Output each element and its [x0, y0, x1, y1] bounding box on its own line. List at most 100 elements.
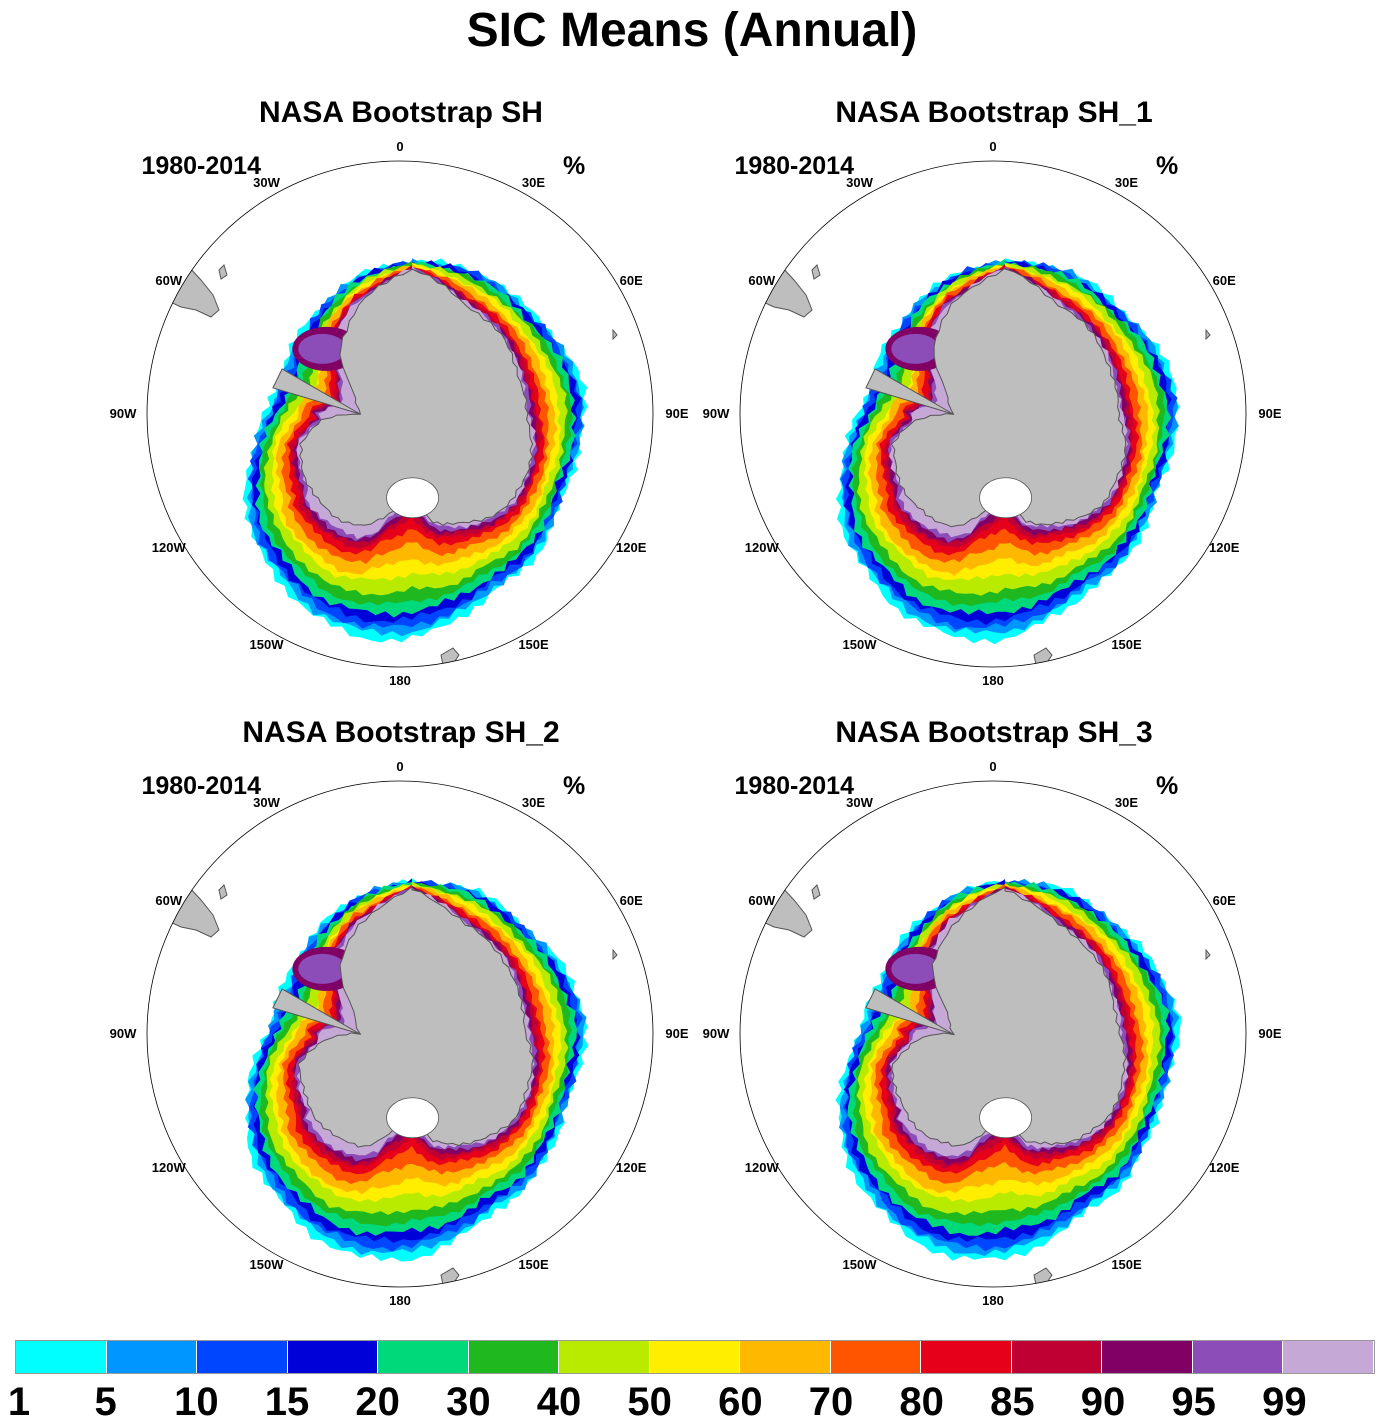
period-label: 1980-2014 [141, 152, 261, 180]
colorbar-box [559, 1341, 650, 1373]
colorbar-box [649, 1341, 741, 1373]
antarctic-peninsula [272, 368, 361, 415]
polar-map [146, 160, 654, 668]
map-boundary-circle [739, 780, 1247, 1288]
colorbar-box [378, 1341, 469, 1373]
falklands-land [811, 264, 821, 280]
longitude-label: 150W [249, 637, 284, 653]
weddell-sea-99-zone [298, 953, 347, 984]
longitude-label: 120W [151, 539, 186, 555]
map-panel-4: NASA Bootstrap SH_3 1980-2014% 0 30E 60E 90E 1… [694, 715, 1294, 1315]
colorbar-label: 10 [174, 1380, 219, 1424]
ross-ice-shelf [386, 477, 439, 519]
longitude-label: 90E [665, 1026, 689, 1041]
colorbar-label: 40 [536, 1380, 582, 1424]
colorbar [15, 1340, 1375, 1374]
colorbar-label: 99 [1262, 1380, 1307, 1424]
longitude-label: 150E [1111, 1257, 1142, 1273]
longitude-label: 60E [1212, 892, 1236, 908]
polar-map [739, 160, 1247, 668]
colorbar-label: 1 [7, 1380, 31, 1424]
map-panel-2: NASA Bootstrap SH_1 1980-2014% 0 30E 60E 90E 1… [694, 95, 1294, 695]
panel-title: NASA Bootstrap SH_3 [835, 716, 1153, 749]
longitude-label: 60W [155, 892, 183, 908]
longitude-label: 180 [982, 1293, 1004, 1308]
longitude-label: 150W [249, 1257, 284, 1273]
longitude-label: 90W [109, 1026, 137, 1041]
falklands-land [218, 264, 228, 280]
colorbar-box [740, 1341, 831, 1373]
weddell-sea-99-zone [891, 333, 940, 364]
longitude-label: 180 [982, 673, 1004, 688]
longitude-label: 90W [702, 1026, 730, 1041]
longitude-label: 30W [846, 794, 873, 810]
colorbar-label: 70 [808, 1380, 854, 1424]
longitude-label: 60E [1212, 272, 1236, 288]
longitude-label: 120E [616, 1159, 647, 1175]
longitude-label: 120W [151, 1159, 186, 1175]
map-boundary-circle [146, 160, 654, 668]
period-label: 1980-2014 [734, 152, 854, 180]
colorbar-label: 30 [446, 1380, 491, 1424]
colorbar-box [921, 1341, 1012, 1373]
falklands-land [811, 884, 821, 900]
longitude-label: 90W [702, 406, 730, 421]
longitude-label: 120E [616, 539, 647, 555]
longitude-label: 30E [521, 174, 546, 190]
colorbar-box [16, 1341, 107, 1373]
longitude-label: 90W [109, 406, 137, 421]
colorbar-label: 95 [1171, 1380, 1216, 1424]
kerguelen-land [1205, 328, 1211, 341]
longitude-label: 30W [253, 794, 280, 810]
units-label: % [1156, 772, 1179, 800]
ross-ice-shelf [979, 1097, 1032, 1139]
longitude-label: 120W [744, 539, 779, 555]
longitude-label: 30E [521, 794, 546, 810]
antarctic-peninsula [865, 368, 954, 415]
colorbar-box [287, 1341, 379, 1373]
panel-title: NASA Bootstrap SH_1 [835, 96, 1153, 129]
longitude-label: 60W [748, 272, 776, 288]
antarctic-peninsula [865, 988, 954, 1035]
longitude-label: 150E [1111, 637, 1142, 653]
colorbar-box [830, 1341, 922, 1373]
longitude-label: 60E [619, 272, 643, 288]
figure-title: SIC Means (Annual) [466, 4, 918, 57]
period-label: 1980-2014 [141, 772, 261, 800]
polar-map [739, 780, 1247, 1288]
kerguelen-land [1205, 948, 1211, 961]
colorbar-label: 80 [899, 1380, 944, 1424]
longitude-label: 180 [389, 1293, 411, 1308]
ross-ice-shelf [979, 477, 1032, 519]
longitude-label: 30E [1114, 174, 1139, 190]
longitude-label: 60W [748, 892, 776, 908]
panel-title: NASA Bootstrap SH_2 [242, 716, 560, 749]
colorbar-box [468, 1341, 560, 1373]
longitude-label: 0 [989, 759, 997, 774]
colorbar-box [1192, 1341, 1284, 1373]
longitude-label: 90E [1258, 1026, 1282, 1041]
units-label: % [563, 772, 586, 800]
longitude-label: 150E [518, 1257, 549, 1273]
longitude-label: 150E [518, 637, 549, 653]
units-label: % [563, 152, 586, 180]
colorbar-label: 90 [1080, 1380, 1126, 1424]
colorbar-box [1102, 1341, 1193, 1373]
antarctic-peninsula [272, 988, 361, 1035]
falklands-land [218, 884, 228, 900]
kerguelen-land [612, 948, 618, 961]
colorbar-box [197, 1341, 288, 1373]
colorbar-label: 85 [990, 1380, 1035, 1424]
longitude-label: 0 [989, 139, 997, 154]
colorbar-label: 50 [627, 1380, 672, 1424]
colorbar-box [106, 1341, 198, 1373]
map-panel-1: NASA Bootstrap SH 1980-2014% 0 30E 60E 90E 120… [101, 95, 701, 695]
ross-ice-shelf [386, 1097, 439, 1139]
longitude-label: 30E [1114, 794, 1139, 810]
map-boundary-circle [739, 160, 1247, 668]
kerguelen-land [612, 328, 618, 341]
colorbar-label: 5 [94, 1380, 117, 1424]
longitude-label: 90E [1258, 406, 1282, 421]
weddell-sea-99-zone [298, 333, 347, 364]
panel-title: NASA Bootstrap SH [259, 96, 543, 129]
